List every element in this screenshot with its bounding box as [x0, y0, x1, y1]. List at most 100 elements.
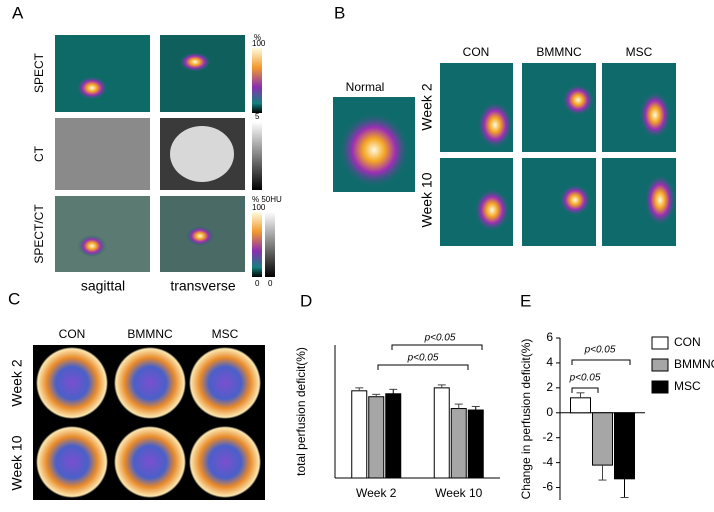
- image: [160, 35, 245, 112]
- colorbar: [265, 212, 275, 277]
- legend-swatch: [651, 358, 669, 372]
- colorbar-label: % 50HU: [252, 195, 282, 204]
- bar: [570, 397, 591, 414]
- bar: [467, 409, 484, 479]
- significance-bracket: [571, 387, 599, 393]
- bar: [450, 408, 467, 479]
- column-label: BMMNC: [536, 45, 582, 59]
- colorbar-label: 100: [252, 203, 266, 212]
- image-spot: [179, 52, 211, 72]
- row-label: CT: [32, 145, 46, 162]
- annotation: p<0.05: [569, 373, 601, 384]
- image: [55, 118, 150, 190]
- significance-bracket: [377, 364, 469, 370]
- legend-label: BMMNC: [674, 357, 714, 371]
- legend-swatch: [651, 336, 669, 350]
- column-label: transverse: [170, 278, 236, 294]
- y-tick-label: 6: [546, 330, 553, 344]
- image-spot: [639, 91, 671, 139]
- panel-label: D: [300, 291, 312, 310]
- row-label: SPECT/CT: [32, 204, 46, 264]
- y-tick-label: 4: [546, 355, 553, 369]
- column-label: MSC: [212, 327, 239, 341]
- colorbar: [252, 48, 262, 113]
- column-label: CON: [463, 45, 490, 59]
- image: [55, 35, 150, 112]
- colorbar: [252, 212, 262, 277]
- annotation: p<0.05: [407, 353, 439, 364]
- bar: [351, 390, 368, 479]
- row-label: Week 10: [419, 172, 435, 227]
- colorbar-label: 0: [268, 279, 273, 288]
- significance-bracket: [391, 344, 483, 350]
- y-axis-label: Change in perfusion deficit(%): [519, 339, 533, 500]
- y-tick-label: 2: [546, 380, 553, 394]
- image-spot: [78, 235, 106, 257]
- row-label: Week 2: [419, 83, 435, 130]
- panel-b: B Normal CON BMMNC MSC Week 2 Week 10: [333, 3, 676, 246]
- bar: [368, 396, 385, 479]
- y-tick-label: 0: [546, 405, 553, 419]
- column-label: CON: [59, 327, 86, 341]
- y-tick-label: -4: [542, 455, 553, 469]
- error-bar: [372, 393, 381, 397]
- reference-label: Normal: [346, 80, 385, 94]
- bar: [592, 412, 613, 466]
- image-spot: [559, 184, 591, 216]
- error-bar: [598, 465, 607, 481]
- bar: [385, 393, 402, 479]
- polar-map: [114, 426, 186, 498]
- polar-map: [189, 347, 261, 419]
- annotation: p<0.05: [584, 345, 616, 356]
- image-spot: [477, 101, 513, 149]
- significance-bracket: [571, 359, 631, 365]
- y-axis-label: total perfusion deficit(%): [294, 347, 308, 476]
- error-bar: [355, 387, 364, 391]
- image: [55, 196, 150, 272]
- error-bar: [389, 388, 398, 394]
- error-bar: [454, 403, 463, 409]
- legend-swatch: [651, 380, 669, 394]
- error-bar: [620, 478, 629, 499]
- column-label: sagittal: [81, 278, 125, 294]
- polar-map: [189, 426, 261, 498]
- image-spot: [186, 226, 214, 246]
- polar-map: [114, 347, 186, 419]
- error-bar: [471, 405, 480, 411]
- row-label: Week 10: [9, 435, 25, 490]
- annotation: p<0.05: [424, 333, 456, 344]
- colorbar-label: 0: [255, 279, 260, 288]
- panel-label: A: [12, 3, 24, 22]
- y-tick-label: -6: [542, 480, 553, 494]
- panel-label: E: [520, 291, 531, 310]
- image-spot: [76, 76, 108, 100]
- image-spot: [170, 126, 234, 182]
- panel-c: C CON BMMNC MSC Week 2 Week 10: [8, 289, 265, 500]
- legend-label: MSC: [674, 379, 701, 393]
- x-tick-label: Week 2: [356, 486, 397, 500]
- column-label: BMMNC: [127, 327, 173, 341]
- x-tick-label: Week 10: [435, 486, 482, 500]
- row-label: Week 2: [9, 359, 25, 406]
- colorbar-label: %: [254, 33, 261, 42]
- panel-a: A SPECT CT SPECT/CT sagittal transverse …: [12, 3, 282, 293]
- legend-label: CON: [674, 335, 701, 349]
- polar-map: [36, 426, 108, 498]
- image-spot: [474, 188, 510, 232]
- panel-label: C: [8, 289, 20, 308]
- y-tick-label: -2: [542, 430, 553, 444]
- colorbar-label: 5: [255, 112, 260, 121]
- panel-label: B: [334, 3, 345, 22]
- bar: [433, 387, 450, 479]
- colorbar: [252, 122, 262, 190]
- error-bar: [437, 384, 446, 388]
- image-spot: [338, 112, 410, 188]
- image-spot: [644, 174, 676, 226]
- bar: [614, 412, 635, 480]
- row-label: SPECT: [32, 52, 46, 93]
- polar-map: [36, 347, 108, 419]
- colorbar-label: 100: [252, 39, 266, 48]
- image-spot: [562, 84, 594, 116]
- column-label: MSC: [626, 45, 653, 59]
